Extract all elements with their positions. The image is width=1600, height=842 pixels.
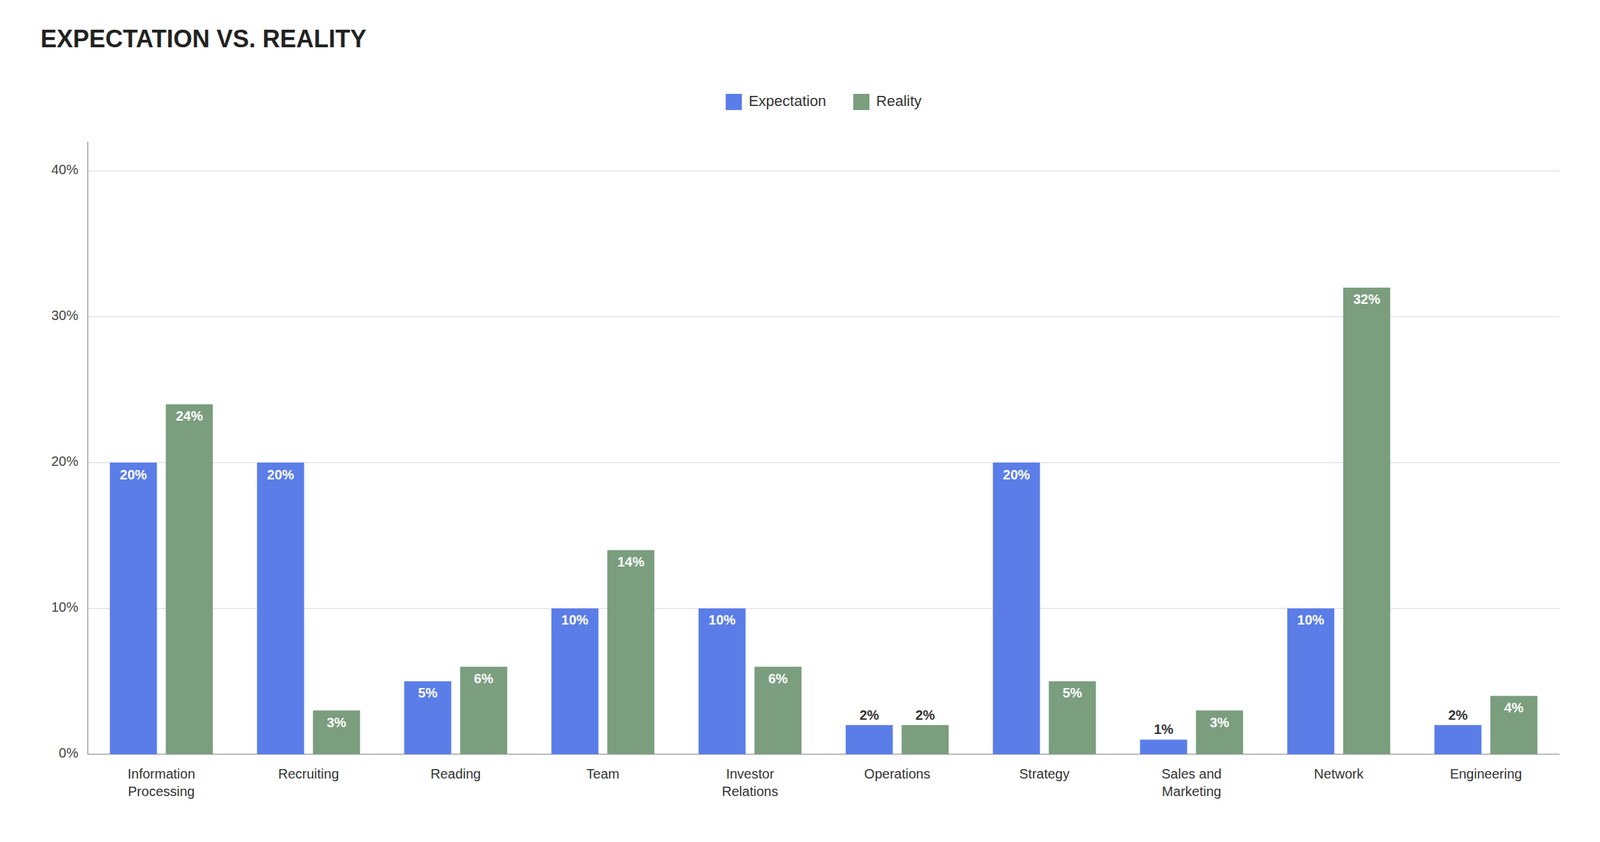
x-tick-label: Strategy (1019, 766, 1070, 782)
y-tick-label: 20% (51, 453, 79, 469)
bar (698, 608, 746, 755)
x-tick-label: Engineering (1450, 766, 1523, 782)
bar (754, 666, 803, 755)
data-label: 10% (561, 612, 589, 628)
bar (607, 550, 655, 755)
legend: Expectation Reality (725, 92, 922, 111)
data-label: 4% (1504, 700, 1524, 715)
data-label: 20% (267, 467, 295, 483)
bar (313, 710, 361, 755)
data-label: 24% (175, 408, 203, 424)
title: EXPECTATION VS. REALITY (40, 24, 367, 53)
data-label: 3% (1209, 714, 1230, 730)
bar (1490, 696, 1538, 755)
data-label: 10% (708, 612, 736, 628)
bar (110, 462, 158, 755)
bars (110, 287, 1538, 755)
x-tick-label: InvestorRelations (721, 766, 778, 799)
data-label: 1% (1153, 721, 1174, 737)
y-axis-line (87, 141, 88, 755)
data-label: 2% (1448, 707, 1468, 723)
legend-swatch (725, 93, 742, 111)
data-label: 5% (417, 685, 438, 701)
data-label: 20% (120, 467, 148, 483)
data-label: 20% (1003, 467, 1031, 483)
bar (1140, 739, 1188, 755)
bar (257, 462, 305, 755)
data-label: 6% (768, 671, 788, 686)
legend-item: Reality (853, 92, 922, 111)
grid-line (87, 316, 1560, 318)
bar (460, 666, 508, 755)
data-label: 6% (473, 671, 494, 686)
grid-line (87, 170, 1560, 172)
bar (1287, 608, 1335, 755)
y-tick-label: 0% (58, 745, 79, 761)
x-tick-label: InformationProcessing (127, 766, 196, 799)
data-label: 32% (1352, 291, 1380, 307)
data-label: 2% (859, 707, 879, 723)
y-tick-label: 30% (51, 307, 79, 323)
x-tick-label: Operations (864, 766, 931, 782)
y-tick-label: 40% (51, 162, 79, 177)
bar (404, 681, 452, 755)
y-tick-label: 10% (51, 599, 79, 615)
chart: EXPECTATION VS. REALITY 0% 10% 20% 30% 40% 20%… (0, 0, 1600, 842)
grid-line (87, 461, 1560, 463)
x-tick-label: Recruiting (278, 766, 339, 782)
bar (1434, 725, 1482, 755)
data-label: 3% (326, 714, 347, 730)
data-label: 2% (915, 707, 936, 723)
bar (1049, 681, 1097, 755)
x-axis-line (87, 753, 1560, 755)
background (0, 0, 1600, 842)
legend-swatch (853, 93, 870, 111)
x-tick-label: Team (586, 766, 620, 782)
bar (551, 608, 599, 755)
bar (845, 725, 894, 755)
x-tick-label: Reading (430, 766, 482, 782)
bar (166, 404, 214, 755)
bar (993, 462, 1041, 755)
bar (1196, 710, 1244, 755)
bar (901, 725, 950, 755)
bar (1343, 287, 1391, 755)
legend-label: Expectation (748, 92, 827, 110)
legend-item: Expectation (725, 92, 827, 111)
data-label: 14% (617, 554, 645, 570)
legend-label: Reality (876, 92, 922, 110)
data-label: 10% (1297, 612, 1325, 628)
grid-line (87, 607, 1560, 609)
data-label: 5% (1062, 685, 1083, 701)
x-tick-label: Network (1313, 766, 1364, 782)
data-labels: 20% 24% 20% 3% 5% 6% 10% 14% 10% 6% 2% 2% 20% 5% 1% 3% 1… (120, 291, 1525, 737)
x-tick-label: Sales andMarketing (1161, 766, 1222, 799)
grid (87, 170, 1560, 755)
grid-line (87, 753, 1560, 755)
